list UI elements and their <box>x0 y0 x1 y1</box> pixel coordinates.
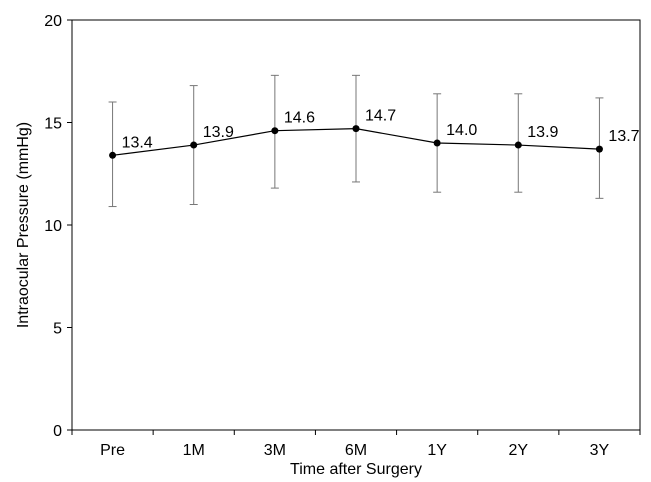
data-labels: 13.4 13.9 14.6 14.7 14.0 13.9 13.7 <box>122 108 640 152</box>
data-point <box>109 151 117 159</box>
y-axis: 0 5 10 15 20 <box>44 13 72 440</box>
data-points <box>109 125 603 159</box>
y-axis-label: Intraocular Pressure (mmHg) <box>15 122 32 328</box>
data-label: 13.9 <box>203 124 234 141</box>
x-tick-label: 3M <box>264 442 286 459</box>
x-tick-label: 1Y <box>427 442 447 459</box>
data-point <box>514 141 522 149</box>
x-axis-label: Time after Surgery <box>290 461 422 478</box>
data-label: 13.7 <box>608 128 639 145</box>
data-point <box>190 141 198 149</box>
data-point <box>595 145 603 153</box>
x-tick-label: 3Y <box>590 442 610 459</box>
data-label: 14.6 <box>284 110 315 127</box>
x-tick-label: 1M <box>183 442 205 459</box>
x-tick-label: 6M <box>345 442 367 459</box>
x-tick-label: Pre <box>100 442 125 459</box>
y-tick-label: 0 <box>53 423 62 440</box>
data-point <box>271 127 279 135</box>
y-tick-label: 5 <box>53 321 62 338</box>
y-tick-label: 20 <box>44 13 62 30</box>
data-label: 13.4 <box>122 134 153 151</box>
data-label: 14.0 <box>446 122 477 139</box>
data-label: 14.7 <box>365 108 396 125</box>
data-point <box>352 125 360 133</box>
y-tick-label: 10 <box>44 218 62 235</box>
data-point <box>433 139 441 147</box>
y-tick-label: 15 <box>44 116 62 133</box>
data-label: 13.9 <box>527 124 558 141</box>
x-axis: Pre 1M 3M 6M 1Y 2Y 3Y <box>71 430 641 459</box>
x-tick-label: 2Y <box>508 442 528 459</box>
